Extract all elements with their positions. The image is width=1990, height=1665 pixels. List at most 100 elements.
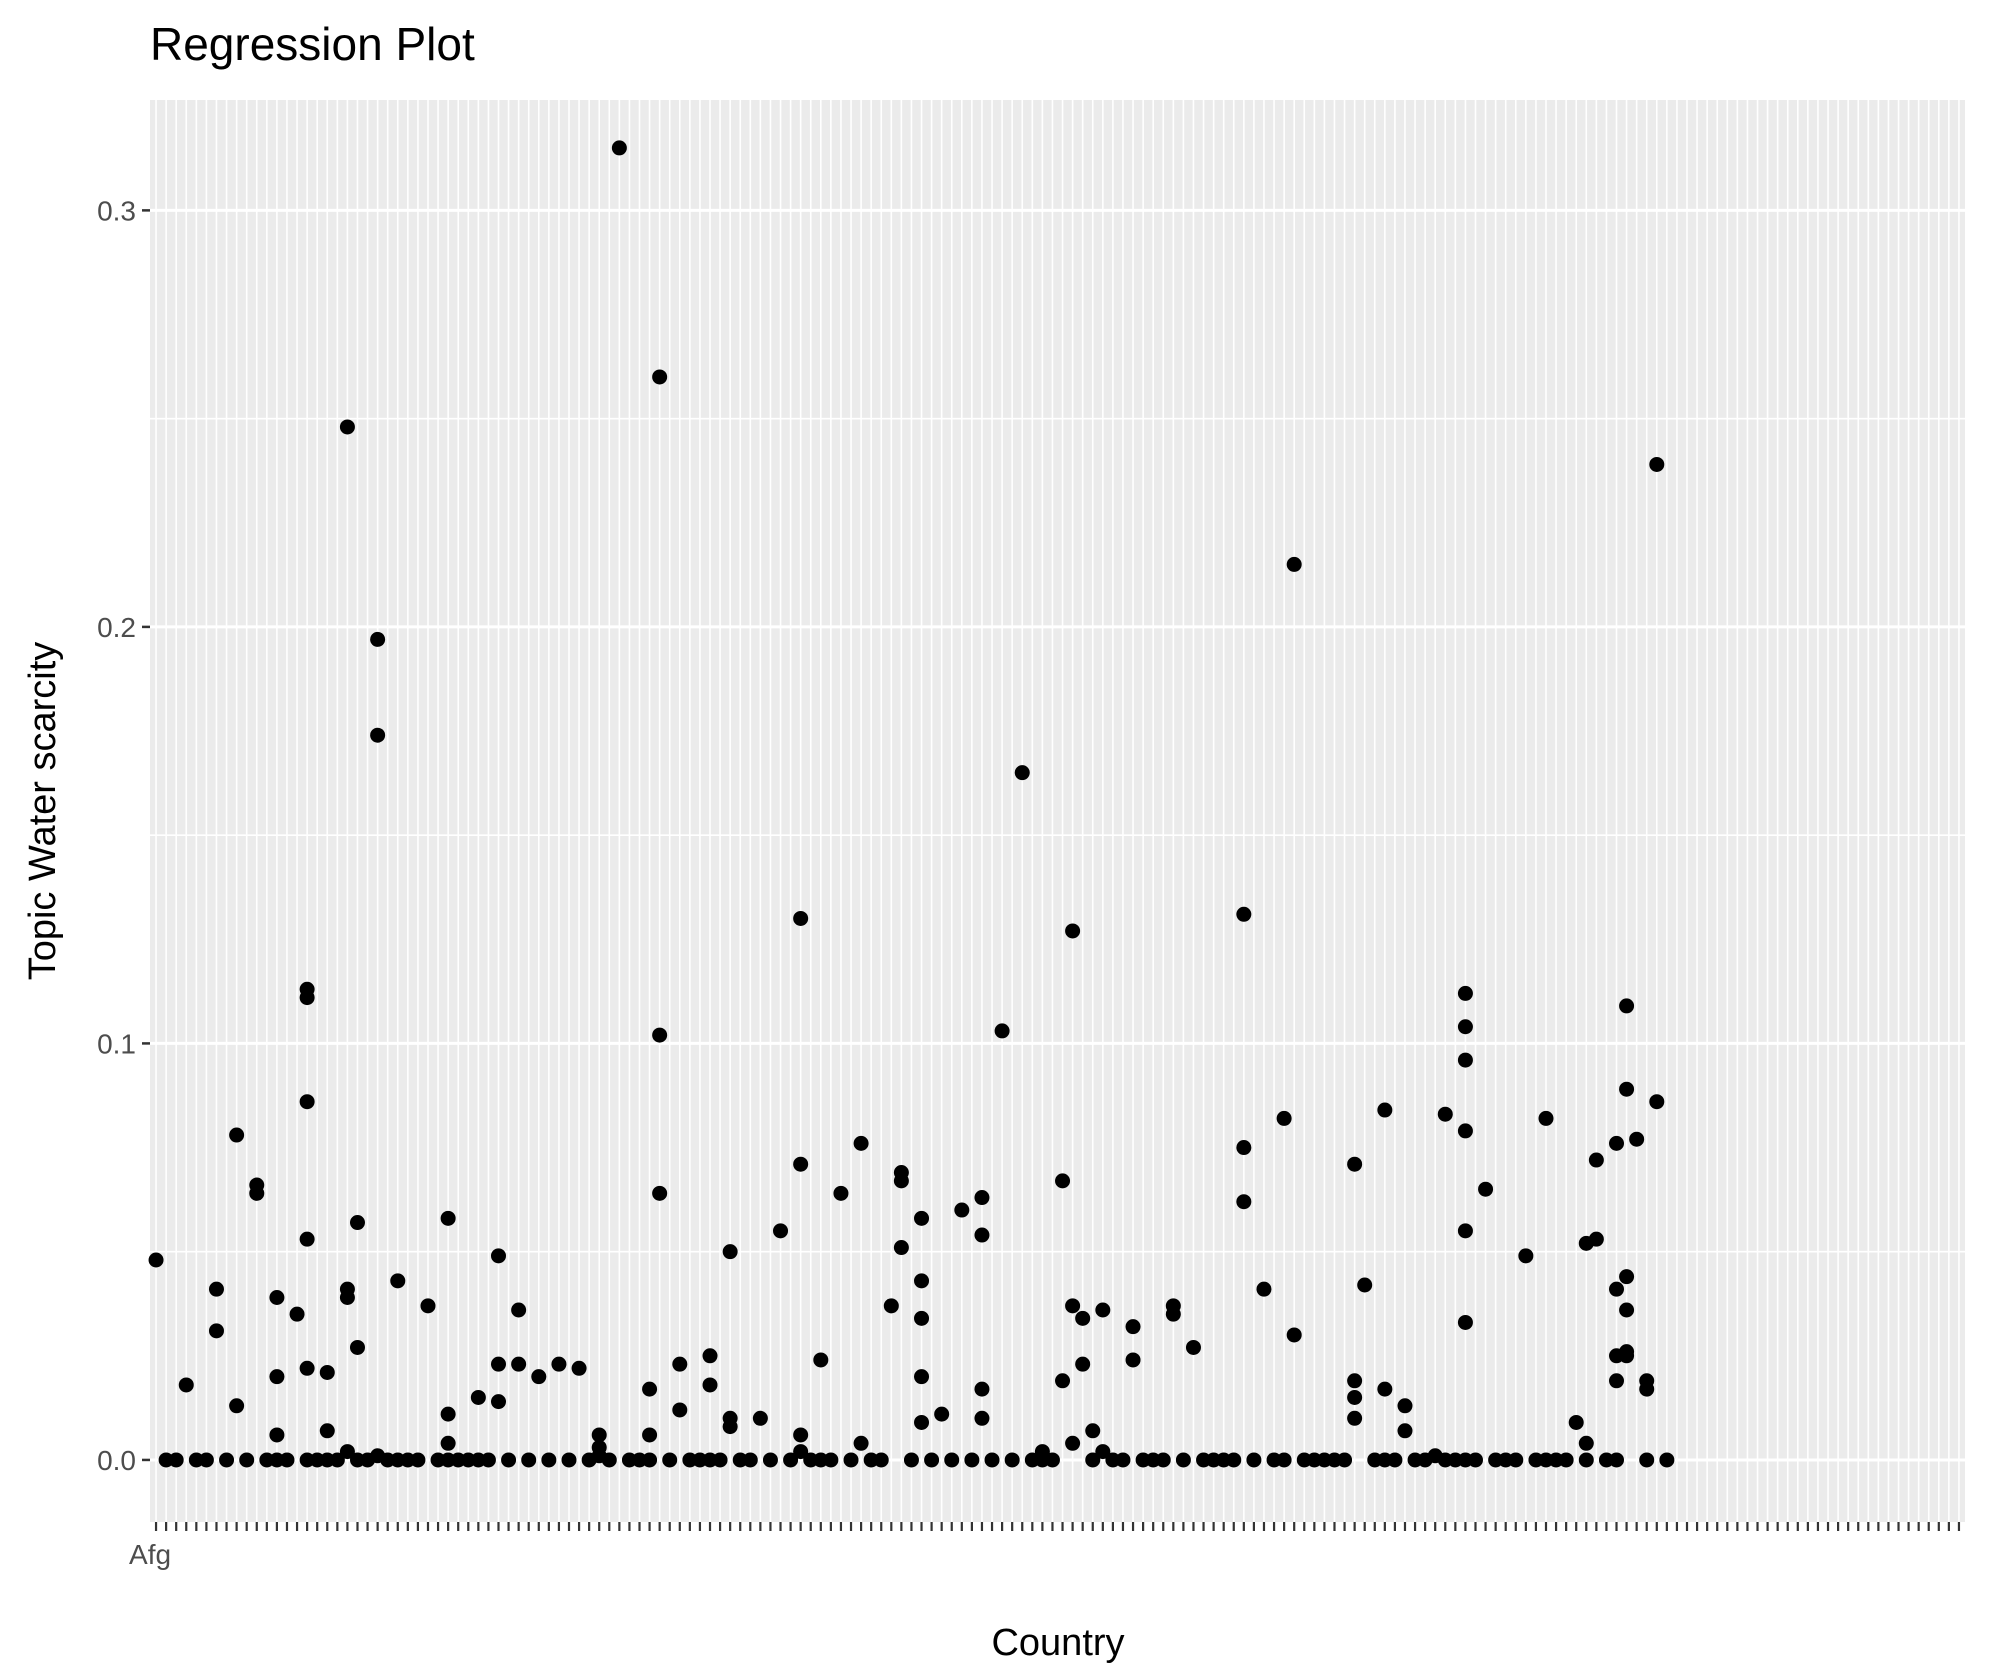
data-point	[1236, 1140, 1252, 1156]
data-point	[1085, 1452, 1101, 1468]
y-axis: 0.0 0.1 0.2 0.3	[97, 195, 150, 1476]
x-axis-title: Country	[991, 1622, 1124, 1664]
data-point	[944, 1452, 960, 1468]
data-point	[440, 1210, 456, 1226]
data-point	[762, 1452, 778, 1468]
data-point	[722, 1244, 738, 1260]
data-point	[903, 1452, 919, 1468]
data-point	[1609, 1135, 1625, 1151]
data-point	[1508, 1452, 1524, 1468]
data-point	[178, 1377, 194, 1393]
data-point	[893, 1240, 909, 1256]
data-point	[914, 1210, 930, 1226]
x-tick-label: Afg	[129, 1539, 171, 1570]
data-point	[1609, 1452, 1625, 1468]
data-point	[1065, 1298, 1081, 1314]
data-point	[1347, 1389, 1363, 1405]
data-point	[198, 1452, 214, 1468]
y-tick-label: 0.3	[97, 195, 136, 226]
data-point	[642, 1452, 658, 1468]
data-point	[601, 1452, 617, 1468]
data-point	[873, 1452, 889, 1468]
data-point	[974, 1381, 990, 1397]
data-point	[561, 1452, 577, 1468]
data-point	[853, 1435, 869, 1451]
data-point	[1457, 1223, 1473, 1239]
data-point	[843, 1452, 859, 1468]
data-point	[964, 1452, 980, 1468]
data-point	[470, 1389, 486, 1405]
data-point	[1377, 1381, 1393, 1397]
data-point	[1236, 1194, 1252, 1210]
data-point	[1619, 1269, 1635, 1285]
data-point	[511, 1356, 527, 1372]
data-point	[652, 1185, 668, 1201]
data-point	[1276, 1110, 1292, 1126]
data-point	[793, 1156, 809, 1172]
data-point	[883, 1298, 899, 1314]
data-point	[1639, 1452, 1655, 1468]
data-point	[168, 1452, 184, 1468]
data-point	[1578, 1435, 1594, 1451]
data-point	[279, 1452, 295, 1468]
data-point	[289, 1306, 305, 1322]
data-point	[501, 1452, 517, 1468]
x-axis: Afg	[129, 1522, 1961, 1570]
data-point	[893, 1173, 909, 1189]
data-point	[490, 1356, 506, 1372]
data-point	[1226, 1452, 1242, 1468]
data-point	[1437, 1106, 1453, 1122]
data-point	[1619, 1302, 1635, 1318]
data-point	[793, 910, 809, 926]
data-point	[672, 1356, 688, 1372]
data-point	[339, 1444, 355, 1460]
data-point	[974, 1410, 990, 1426]
data-point	[1578, 1452, 1594, 1468]
data-point	[1518, 1248, 1534, 1264]
data-point	[652, 369, 668, 385]
data-point	[339, 419, 355, 435]
data-point	[702, 1348, 718, 1364]
data-point	[208, 1323, 224, 1339]
data-point	[662, 1452, 678, 1468]
data-point	[1457, 985, 1473, 1001]
data-point	[722, 1410, 738, 1426]
data-point	[1004, 1452, 1020, 1468]
data-point	[1276, 1452, 1292, 1468]
data-point	[1457, 1052, 1473, 1068]
data-point	[1347, 1156, 1363, 1172]
data-point	[642, 1427, 658, 1443]
data-point	[1236, 906, 1252, 922]
data-point	[1065, 923, 1081, 939]
data-point	[712, 1452, 728, 1468]
data-point	[319, 1364, 335, 1380]
data-point	[521, 1452, 537, 1468]
data-point	[1619, 998, 1635, 1014]
data-point	[1588, 1231, 1604, 1247]
data-point	[1115, 1452, 1131, 1468]
data-point	[329, 1452, 345, 1468]
data-point	[1619, 1348, 1635, 1364]
data-point	[1478, 1181, 1494, 1197]
data-point	[1155, 1452, 1171, 1468]
data-point	[440, 1406, 456, 1422]
data-point	[1457, 1123, 1473, 1139]
data-point	[974, 1190, 990, 1206]
data-point	[490, 1394, 506, 1410]
data-point	[571, 1360, 587, 1376]
data-point	[1044, 1452, 1060, 1468]
data-point	[1337, 1452, 1353, 1468]
y-tick-label: 0.2	[97, 612, 136, 643]
data-point	[299, 1360, 315, 1376]
data-point	[249, 1177, 265, 1193]
data-point	[1085, 1423, 1101, 1439]
data-point	[914, 1273, 930, 1289]
data-point	[1659, 1452, 1675, 1468]
data-point	[370, 727, 386, 743]
data-point	[793, 1444, 809, 1460]
data-point	[1457, 1019, 1473, 1035]
data-point	[823, 1452, 839, 1468]
data-point	[480, 1452, 496, 1468]
data-point	[1175, 1452, 1191, 1468]
data-point	[319, 1423, 335, 1439]
